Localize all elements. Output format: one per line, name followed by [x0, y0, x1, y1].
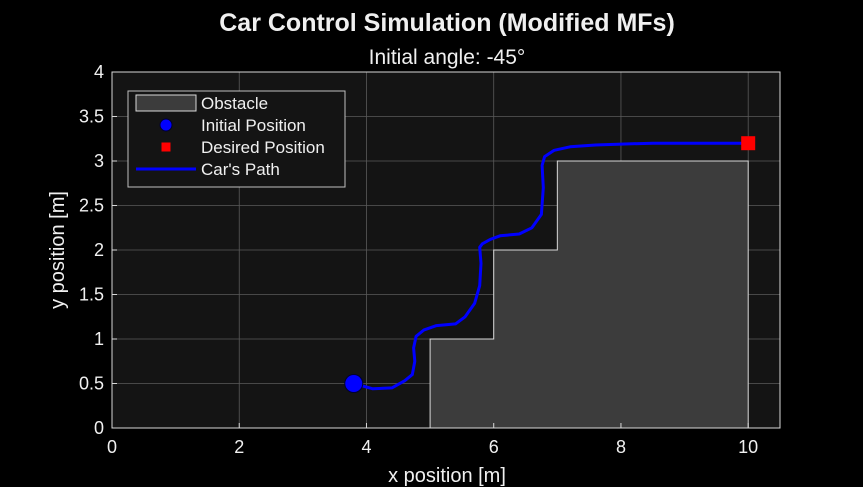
legend-label: Initial Position: [201, 116, 306, 135]
legend-obstacle-swatch: [135, 94, 197, 112]
data-layer: [344, 136, 756, 393]
x-tick-label: 6: [489, 437, 499, 457]
y-tick-label: 1: [94, 329, 104, 349]
x-tick-label: 2: [234, 437, 244, 457]
x-tick-label: 8: [616, 437, 626, 457]
y-axis-label: y position [m]: [47, 191, 69, 309]
y-tick-label: 4: [94, 62, 104, 82]
x-tick-label: 10: [738, 437, 758, 457]
legend: Obstacle Initial Position Desired Position…: [127, 90, 346, 188]
y-tick-label: 0: [94, 418, 104, 438]
y-tick-label: 2.5: [79, 196, 104, 216]
initial-position-marker: [344, 374, 364, 393]
legend-label: Obstacle: [201, 94, 268, 113]
y-tick-label: 2: [94, 240, 104, 260]
obstacle: [429, 160, 749, 429]
x-tick-label: 4: [361, 437, 371, 457]
y-tick-label: 3.5: [79, 107, 104, 127]
car-path-line: [352, 141, 750, 391]
chart-title: Car Control Simulation (Modified MFs): [219, 9, 675, 37]
legend-desired-swatch: [161, 142, 171, 152]
chart-subtitle: Initial angle: -45°: [369, 46, 526, 69]
obstacle-layer: [429, 160, 749, 429]
y-tick-label: 0.5: [79, 374, 104, 394]
axes-frame: [111, 71, 781, 429]
y-tick-label: 1.5: [79, 285, 104, 305]
y-tick-label: 3: [94, 151, 104, 171]
desired-position-marker: [741, 136, 756, 151]
x-tick-label: 0: [107, 437, 117, 457]
tick-labels: 0 2 4 6 8 10 0 0.5 1 1.5 2 2.5 3 3.5 4: [79, 62, 758, 457]
legend-initial-swatch: [159, 118, 173, 132]
x-axis-label: x position [m]: [388, 465, 506, 487]
legend-label: Desired Position: [201, 138, 325, 157]
legend-label: Car's Path: [201, 160, 280, 179]
